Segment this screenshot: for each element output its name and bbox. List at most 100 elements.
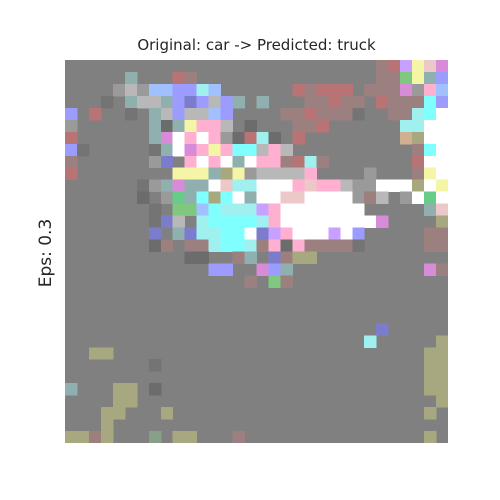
pixel — [65, 108, 77, 120]
pixel — [268, 216, 280, 228]
pixel — [304, 228, 316, 240]
pixel — [149, 228, 161, 240]
pixel — [352, 108, 364, 120]
pixel — [280, 168, 292, 180]
pixel — [304, 192, 316, 204]
pixel — [221, 108, 233, 120]
pixel — [388, 72, 400, 84]
pixel — [185, 240, 197, 252]
pixel — [257, 192, 269, 204]
pixel — [233, 252, 245, 264]
pixel — [221, 156, 233, 168]
pixel — [161, 180, 173, 192]
pixel — [161, 108, 173, 120]
pixel — [185, 431, 197, 443]
pixel — [292, 108, 304, 120]
pixel — [436, 192, 448, 204]
pixel — [161, 84, 173, 96]
pixel — [316, 192, 328, 204]
pixel — [173, 108, 185, 120]
pixel — [257, 228, 269, 240]
pixel — [101, 419, 113, 431]
pixel — [89, 347, 101, 359]
pixel — [209, 168, 221, 180]
pixel — [328, 216, 340, 228]
pixel — [149, 96, 161, 108]
pixel — [65, 144, 77, 156]
pixel — [209, 263, 221, 275]
pixel — [292, 180, 304, 192]
pixel — [185, 132, 197, 144]
pixel — [268, 168, 280, 180]
pixel — [221, 168, 233, 180]
pixel — [149, 383, 161, 395]
pixel — [125, 72, 137, 84]
pixel — [304, 180, 316, 192]
pixel — [436, 204, 448, 216]
pixel — [424, 180, 436, 192]
pixel — [137, 84, 149, 96]
pixel — [340, 240, 352, 252]
pixel — [185, 204, 197, 216]
pixel — [185, 108, 197, 120]
pixel — [89, 431, 101, 443]
pixel — [65, 120, 77, 132]
pixel — [65, 156, 77, 168]
pixel — [280, 156, 292, 168]
pixel — [412, 72, 424, 84]
pixel — [161, 216, 173, 228]
pixel — [424, 431, 436, 443]
pixel — [412, 120, 424, 132]
pixel — [173, 84, 185, 96]
pixel — [113, 383, 125, 395]
pixel — [436, 383, 448, 395]
pixel — [197, 96, 209, 108]
pixel — [209, 240, 221, 252]
pixel — [245, 275, 257, 287]
pixel — [197, 168, 209, 180]
pixel — [316, 240, 328, 252]
pixel — [376, 96, 388, 108]
pixel — [233, 216, 245, 228]
pixel — [197, 120, 209, 132]
pixel — [173, 228, 185, 240]
pixel — [185, 96, 197, 108]
pixel — [292, 84, 304, 96]
pixel — [101, 431, 113, 443]
pixel — [316, 180, 328, 192]
pixel — [161, 192, 173, 204]
pixel — [316, 108, 328, 120]
pixel — [245, 228, 257, 240]
pixel — [197, 144, 209, 156]
pixel — [197, 228, 209, 240]
pixel — [197, 216, 209, 228]
pixel — [280, 240, 292, 252]
pixel — [376, 72, 388, 84]
figure-title: Original: car -> Predicted: truck — [65, 36, 448, 54]
pixel — [316, 84, 328, 96]
pixel — [197, 180, 209, 192]
pixel — [257, 216, 269, 228]
pixel — [436, 263, 448, 275]
pixel — [436, 96, 448, 108]
pixel — [209, 120, 221, 132]
pixel — [233, 228, 245, 240]
pixel — [424, 120, 436, 132]
pixel — [77, 431, 89, 443]
pixel — [424, 371, 436, 383]
pixel — [113, 84, 125, 96]
pixel — [257, 263, 269, 275]
pixel — [328, 240, 340, 252]
pixel — [316, 216, 328, 228]
pixel — [412, 156, 424, 168]
pixel — [328, 84, 340, 96]
pixel — [161, 156, 173, 168]
pixel — [436, 84, 448, 96]
pixel — [280, 216, 292, 228]
pixel — [304, 168, 316, 180]
pixel — [280, 108, 292, 120]
pixel — [185, 192, 197, 204]
pixel — [436, 180, 448, 192]
pixel — [257, 168, 269, 180]
pixel — [412, 84, 424, 96]
